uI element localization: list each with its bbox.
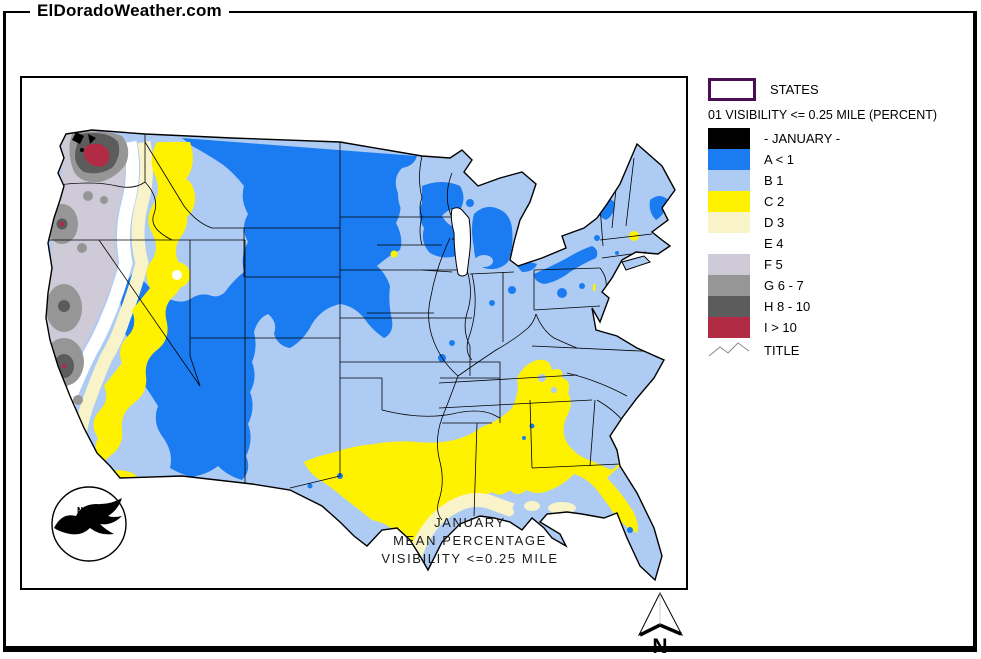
- state-boundaries: [46, 134, 663, 521]
- legend-row-c: C 2: [708, 191, 976, 212]
- swatch-i: [708, 317, 750, 338]
- legend-states-row: STATES: [708, 76, 976, 102]
- swatch-h: [708, 296, 750, 317]
- legend-row-d: D 3: [708, 212, 976, 233]
- legend-row-b: B 1: [708, 170, 976, 191]
- caption-line-3: VISIBILITY <=0.25 MILE: [381, 551, 559, 566]
- swatch-b: [708, 170, 750, 191]
- north-arrow: N: [637, 591, 684, 655]
- title-zigzag-icon: [708, 342, 750, 357]
- map-frame: NOAA JANUARY MEAN PERCENTAGE VISIBILITY …: [20, 76, 688, 590]
- title-label: TITLE: [764, 342, 800, 358]
- legend-row-h: H 8 - 10: [708, 296, 976, 317]
- legend-row-january: - JANUARY -: [708, 128, 976, 149]
- north-label: N: [652, 635, 667, 655]
- caption-line-2: MEAN PERCENTAGE: [393, 533, 547, 548]
- legend-title-row: TITLE: [708, 339, 976, 361]
- legend-heading: 01 VISIBILITY <= 0.25 MILE (PERCENT): [708, 108, 938, 122]
- swatch-e: [708, 233, 750, 254]
- swatch-a: [708, 149, 750, 170]
- swatch-c: [708, 191, 750, 212]
- noaa-logo: NOAA: [51, 486, 127, 562]
- legend-row-f: F 5: [708, 254, 976, 275]
- site-title: ElDoradoWeather.com: [30, 1, 229, 21]
- caption-line-1: JANUARY: [434, 515, 506, 530]
- states-label: STATES: [770, 81, 819, 97]
- legend-row-a: A < 1: [708, 149, 976, 170]
- page-border: [3, 11, 977, 652]
- us-outline: [45, 129, 676, 582]
- legend-row-e: E 4: [708, 233, 976, 254]
- swatch-january: [708, 128, 750, 149]
- swatch-g: [708, 275, 750, 296]
- map-caption: JANUARY MEAN PERCENTAGE VISIBILITY <=0.2…: [330, 514, 610, 568]
- legend-row-g: G 6 - 7: [708, 275, 976, 296]
- noaa-label: NOAA: [77, 506, 101, 517]
- states-swatch: [708, 77, 756, 101]
- legend-row-i: I > 10: [708, 317, 976, 338]
- legend: STATES 01 VISIBILITY <= 0.25 MILE (PERCE…: [708, 76, 976, 361]
- us-visibility-map: NOAA: [45, 129, 676, 582]
- swatch-d: [708, 212, 750, 233]
- swatch-f: [708, 254, 750, 275]
